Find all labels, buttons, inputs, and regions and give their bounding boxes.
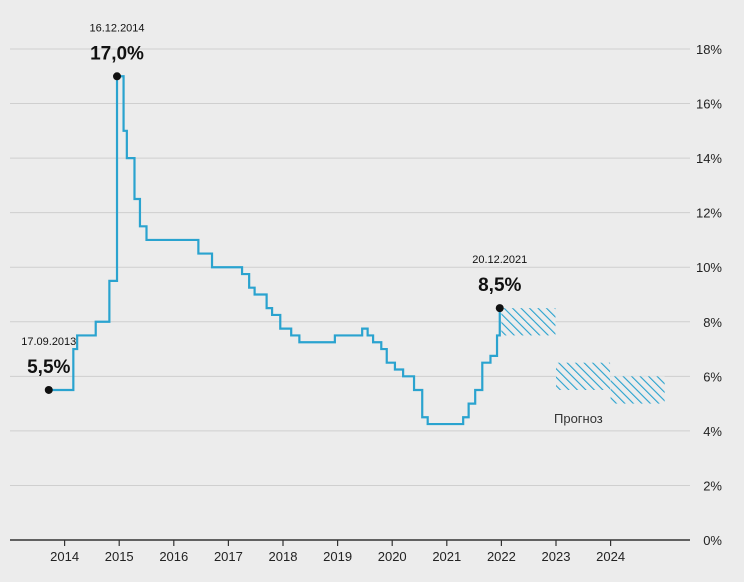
forecast-band (610, 376, 665, 404)
annotation-value: 8,5% (478, 275, 521, 296)
x-tick-label: 2020 (378, 549, 407, 564)
x-tick-label: 2015 (105, 549, 134, 564)
y-tick-label: 10% (696, 260, 722, 275)
x-tick-label: 2023 (542, 549, 571, 564)
y-tick-label: 0% (703, 533, 722, 548)
annotation-date: 17.09.2013 (21, 336, 76, 348)
y-tick-label: 6% (703, 369, 722, 384)
annotation-date: 20.12.2021 (472, 254, 527, 266)
x-tick-label: 2017 (214, 549, 243, 564)
annotation-dot (113, 72, 122, 81)
y-tick-label: 16% (696, 97, 722, 112)
annotation-dot (44, 385, 53, 394)
x-tick-label: 2014 (50, 549, 79, 564)
x-tick-labels: 2014 2015 2016 2017 2018 2019 2020 2021 2022 2023… (50, 549, 625, 564)
y-tick-labels: 0% 2% 4% 6% 8% 10% 12% 14% 16% 18% (696, 42, 722, 548)
annotation-value: 17,0% (90, 43, 144, 64)
x-tick-label: 2019 (323, 549, 352, 564)
x-tick-label: 2021 (432, 549, 461, 564)
y-tick-label: 4% (703, 424, 722, 439)
annotation-value: 5,5% (27, 357, 70, 378)
grid-lines (10, 48, 690, 486)
y-tick-label: 8% (703, 315, 722, 330)
forecast-label: Прогноз (554, 411, 603, 426)
annotation-date: 16.12.2014 (89, 22, 144, 34)
rate-line (48, 75, 501, 426)
y-tick-label: 2% (703, 478, 722, 493)
rate-series (48, 75, 501, 426)
y-tick-label: 14% (696, 151, 722, 166)
annotation-dot (495, 304, 504, 313)
x-tick-label: 2024 (596, 549, 625, 564)
annotations: 17.09.2013 5,5% 16.12.2014 17,0% 20.12.2021 8… (21, 22, 527, 394)
y-tick-label: 18% (696, 42, 722, 57)
y-tick-label: 12% (696, 206, 722, 221)
x-tick-label: 2016 (159, 549, 188, 564)
x-tick-label: 2018 (269, 549, 298, 564)
forecast-bands (501, 308, 665, 404)
forecast-band (556, 362, 611, 390)
x-tick-label: 2022 (487, 549, 516, 564)
x-axis (10, 539, 690, 546)
forecast-band (501, 308, 556, 336)
